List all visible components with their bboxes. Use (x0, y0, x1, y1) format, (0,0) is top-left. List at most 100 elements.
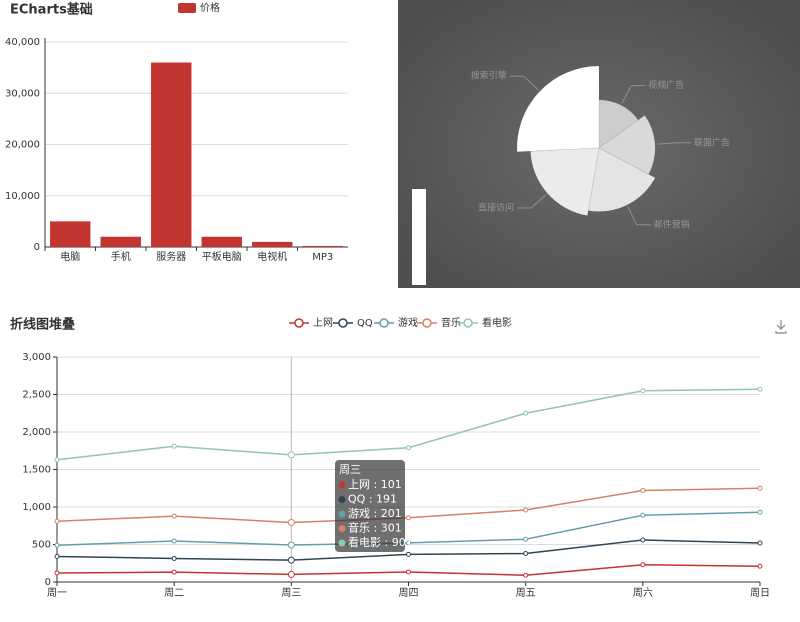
point (287, 451, 295, 459)
point (523, 536, 529, 542)
tooltip-title: 周三 (339, 463, 361, 476)
tooltip-dot (338, 525, 346, 532)
tooltip-box (335, 460, 405, 552)
bar (151, 62, 192, 247)
point (523, 551, 529, 556)
point (54, 554, 60, 559)
tooltip-value: 101 (381, 478, 402, 491)
pie-slice (516, 65, 600, 153)
y-tick-label: 40,000 (5, 37, 40, 48)
pie-label: 联盟广告 (694, 136, 730, 148)
legend-icon (338, 318, 348, 328)
point (757, 563, 763, 569)
point (287, 556, 295, 564)
point (406, 515, 411, 521)
point (640, 388, 646, 394)
legend-icon (422, 318, 432, 328)
x-tick-label: 周六 (633, 587, 653, 599)
legend-icon (294, 318, 304, 328)
tooltip-dot (338, 539, 346, 547)
tooltip-dot (338, 496, 346, 503)
point (406, 445, 411, 451)
tooltip-item: QQ : 191 (348, 493, 397, 506)
download-icon[interactable] (775, 320, 787, 334)
point (287, 518, 295, 526)
legend-swatch (178, 3, 196, 13)
visual-map-bar (412, 189, 426, 285)
point (171, 443, 177, 449)
tooltip-dot (338, 481, 346, 489)
point (287, 541, 295, 549)
tooltip-value: 201 (381, 507, 402, 520)
tooltip-value: 901 (392, 536, 413, 549)
tooltip-name: 游戏 (348, 507, 370, 520)
tooltip-name: QQ (348, 493, 366, 506)
point (640, 512, 646, 518)
y-tick-label: 30,000 (5, 88, 40, 99)
x-tick-label: 周日 (750, 587, 770, 599)
point (171, 555, 177, 561)
pie-slice (587, 147, 656, 213)
x-tick-label: 手机 (111, 250, 131, 263)
point (54, 457, 60, 463)
point (757, 540, 763, 546)
tooltip-item: 上网 : 101 (348, 478, 402, 491)
pie-label: 搜索引擎 (471, 70, 507, 82)
y-tick-label: 0 (34, 242, 40, 253)
y-tick-label: 1,000 (22, 502, 51, 513)
x-tick-label: 周二 (164, 587, 184, 599)
y-tick-label: 3,000 (22, 352, 51, 363)
pie-slice (529, 147, 600, 217)
point (757, 386, 763, 392)
x-tick-label: 周五 (516, 587, 536, 599)
tooltip-item: 游戏 : 201 (348, 507, 402, 520)
tooltip-value: 301 (381, 522, 402, 535)
pie-label: 直接访问 (478, 202, 514, 214)
x-tick-label: MP3 (312, 252, 333, 263)
tooltip-item: 音乐 : 301 (348, 521, 402, 535)
tooltip-sep: : (365, 493, 376, 506)
legend-label: 价格 (200, 1, 220, 14)
legend-label: 上网 (313, 317, 333, 329)
y-tick-label: 500 (32, 540, 51, 551)
y-tick-label: 10,000 (5, 191, 40, 202)
bar (50, 221, 91, 247)
tooltip-sep: : (370, 507, 381, 520)
point (640, 537, 646, 543)
y-tick-label: 2,500 (22, 390, 51, 401)
chart-title: ECharts基础 (10, 2, 93, 18)
x-tick-label: 周四 (399, 587, 419, 599)
point (523, 572, 529, 578)
pie-label: 邮件营销 (654, 218, 690, 230)
bar (100, 236, 141, 247)
tooltip-name: 上网 (348, 478, 370, 491)
point (523, 410, 529, 416)
tooltip-sep: : (381, 536, 392, 549)
point (640, 488, 646, 493)
point (406, 551, 411, 557)
point (406, 540, 411, 546)
tooltip-dot (338, 510, 346, 518)
tooltip-item: 看电影 : 901 (348, 535, 413, 549)
tooltip-sep: : (370, 478, 381, 491)
point (171, 513, 177, 519)
y-tick-label: 2,000 (22, 427, 51, 438)
label-line (621, 85, 646, 104)
x-tick-label: 周一 (47, 587, 67, 599)
point (54, 542, 60, 548)
tooltip-name: 看电影 (348, 535, 381, 549)
legend-label: 音乐 (441, 316, 461, 329)
legend-icon (463, 318, 473, 328)
legend-label: 看电影 (482, 316, 512, 329)
pie-label: 视频广告 (648, 79, 684, 91)
label-line (627, 206, 651, 226)
point (523, 507, 529, 513)
point (406, 569, 411, 575)
x-tick-label: 服务器 (156, 250, 186, 263)
y-tick-label: 20,000 (5, 140, 40, 151)
bar (201, 236, 242, 247)
pie-slice (598, 99, 639, 149)
label-line (657, 142, 691, 145)
